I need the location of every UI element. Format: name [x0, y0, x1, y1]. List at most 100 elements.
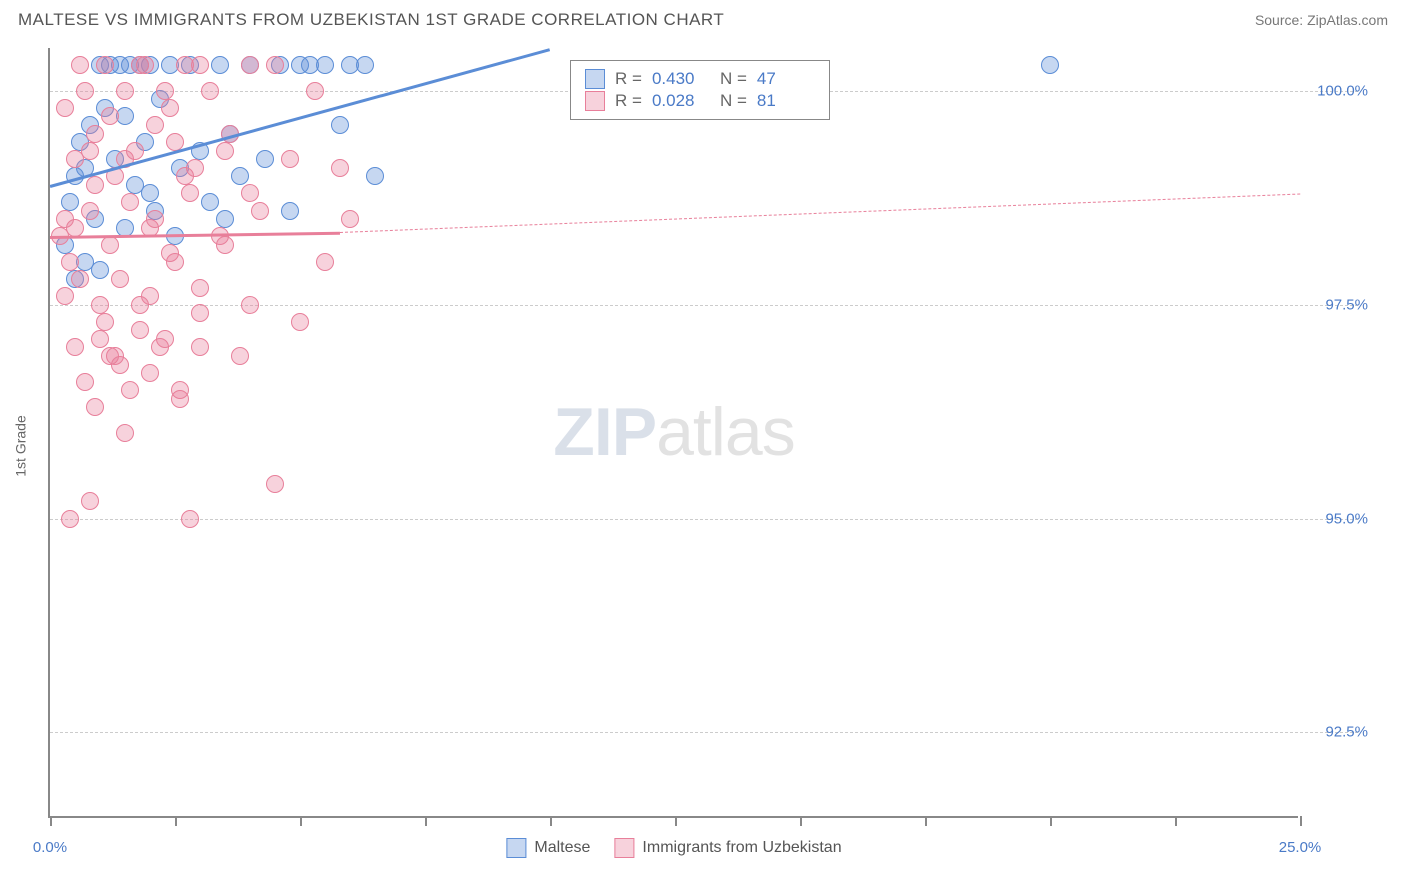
- legend-r-value: 0.028: [652, 91, 710, 111]
- scatter-point: [216, 142, 234, 160]
- scatter-point: [131, 321, 149, 339]
- scatter-point: [181, 510, 199, 528]
- x-tick: [50, 816, 52, 826]
- scatter-point: [61, 253, 79, 271]
- scatter-point: [81, 492, 99, 510]
- source-label: Source: ZipAtlas.com: [1255, 12, 1388, 28]
- legend-row: R =0.430N =47: [585, 69, 815, 89]
- x-tick-label: 0.0%: [33, 839, 67, 856]
- scatter-point: [316, 56, 334, 74]
- scatter-point: [1041, 56, 1059, 74]
- series-name: Maltese: [534, 839, 590, 857]
- legend-n-label: N =: [720, 69, 747, 89]
- scatter-point: [191, 56, 209, 74]
- scatter-point: [366, 167, 384, 185]
- scatter-point: [111, 270, 129, 288]
- scatter-point: [86, 176, 104, 194]
- legend-row: R = 0.028 N = 81: [585, 91, 815, 111]
- scatter-point: [256, 150, 274, 168]
- x-tick: [1300, 816, 1302, 826]
- scatter-point: [251, 202, 269, 220]
- y-tick-label: 97.5%: [1325, 296, 1368, 313]
- scatter-point: [101, 347, 119, 365]
- scatter-point: [96, 313, 114, 331]
- scatter-point: [331, 159, 349, 177]
- x-tick-label: 25.0%: [1279, 839, 1322, 856]
- scatter-point: [241, 296, 259, 314]
- scatter-point: [81, 142, 99, 160]
- scatter-point: [116, 424, 134, 442]
- scatter-point: [331, 116, 349, 134]
- scatter-point: [231, 167, 249, 185]
- scatter-point: [66, 219, 84, 237]
- scatter-point: [71, 56, 89, 74]
- scatter-point: [141, 287, 159, 305]
- x-tick: [175, 816, 177, 826]
- scatter-point: [96, 56, 114, 74]
- scatter-point: [101, 107, 119, 125]
- scatter-point: [61, 193, 79, 211]
- scatter-point: [141, 184, 159, 202]
- scatter-point: [266, 475, 284, 493]
- scatter-point: [66, 338, 84, 356]
- scatter-point: [76, 82, 94, 100]
- scatter-point: [291, 313, 309, 331]
- plot-area: ZIPatlas 92.5%95.0%97.5%100.0%0.0%25.0%R…: [48, 48, 1298, 818]
- scatter-point: [81, 202, 99, 220]
- scatter-point: [191, 304, 209, 322]
- correlation-legend: R =0.430N =47R =0.028N =81: [570, 60, 830, 120]
- scatter-point: [181, 184, 199, 202]
- scatter-point: [156, 82, 174, 100]
- chart-title: MALTESE VS IMMIGRANTS FROM UZBEKISTAN 1S…: [18, 10, 724, 30]
- scatter-point: [171, 390, 189, 408]
- scatter-point: [356, 56, 374, 74]
- scatter-point: [71, 270, 89, 288]
- scatter-point: [266, 56, 284, 74]
- legend-r-label: R =: [615, 91, 642, 111]
- scatter-point: [176, 167, 194, 185]
- x-tick: [425, 816, 427, 826]
- x-tick: [925, 816, 927, 826]
- y-tick-label: 95.0%: [1325, 510, 1368, 527]
- scatter-point: [91, 330, 109, 348]
- legend-n-value: 81: [757, 91, 815, 111]
- x-tick: [550, 816, 552, 826]
- scatter-point: [281, 150, 299, 168]
- scatter-point: [231, 347, 249, 365]
- series-name: Immigrants from Uzbekistan: [642, 839, 841, 857]
- scatter-point: [241, 56, 259, 74]
- x-tick: [675, 816, 677, 826]
- scatter-point: [56, 99, 74, 117]
- regression-dash: [340, 193, 1300, 232]
- scatter-point: [56, 287, 74, 305]
- scatter-point: [241, 184, 259, 202]
- scatter-point: [216, 210, 234, 228]
- scatter-point: [191, 338, 209, 356]
- scatter-point: [131, 56, 149, 74]
- scatter-point: [281, 202, 299, 220]
- scatter-point: [116, 82, 134, 100]
- scatter-point: [211, 56, 229, 74]
- gridline: [50, 732, 1358, 733]
- x-tick: [1050, 816, 1052, 826]
- gridline: [50, 519, 1358, 520]
- scatter-point: [91, 296, 109, 314]
- y-axis-label: 1st Grade: [12, 415, 28, 476]
- scatter-point: [191, 279, 209, 297]
- legend-r-label: R =: [615, 69, 642, 89]
- scatter-point: [161, 99, 179, 117]
- scatter-point: [166, 253, 184, 271]
- scatter-point: [76, 373, 94, 391]
- scatter-point: [61, 510, 79, 528]
- x-tick: [300, 816, 302, 826]
- scatter-point: [201, 82, 219, 100]
- scatter-point: [121, 193, 139, 211]
- x-tick: [1175, 816, 1177, 826]
- legend-swatch: [614, 838, 634, 858]
- legend-swatch: [585, 69, 605, 89]
- scatter-point: [201, 193, 219, 211]
- legend-n-value: 47: [757, 69, 815, 89]
- legend-n-label: N =: [720, 91, 747, 111]
- scatter-point: [86, 398, 104, 416]
- legend-swatch: [506, 838, 526, 858]
